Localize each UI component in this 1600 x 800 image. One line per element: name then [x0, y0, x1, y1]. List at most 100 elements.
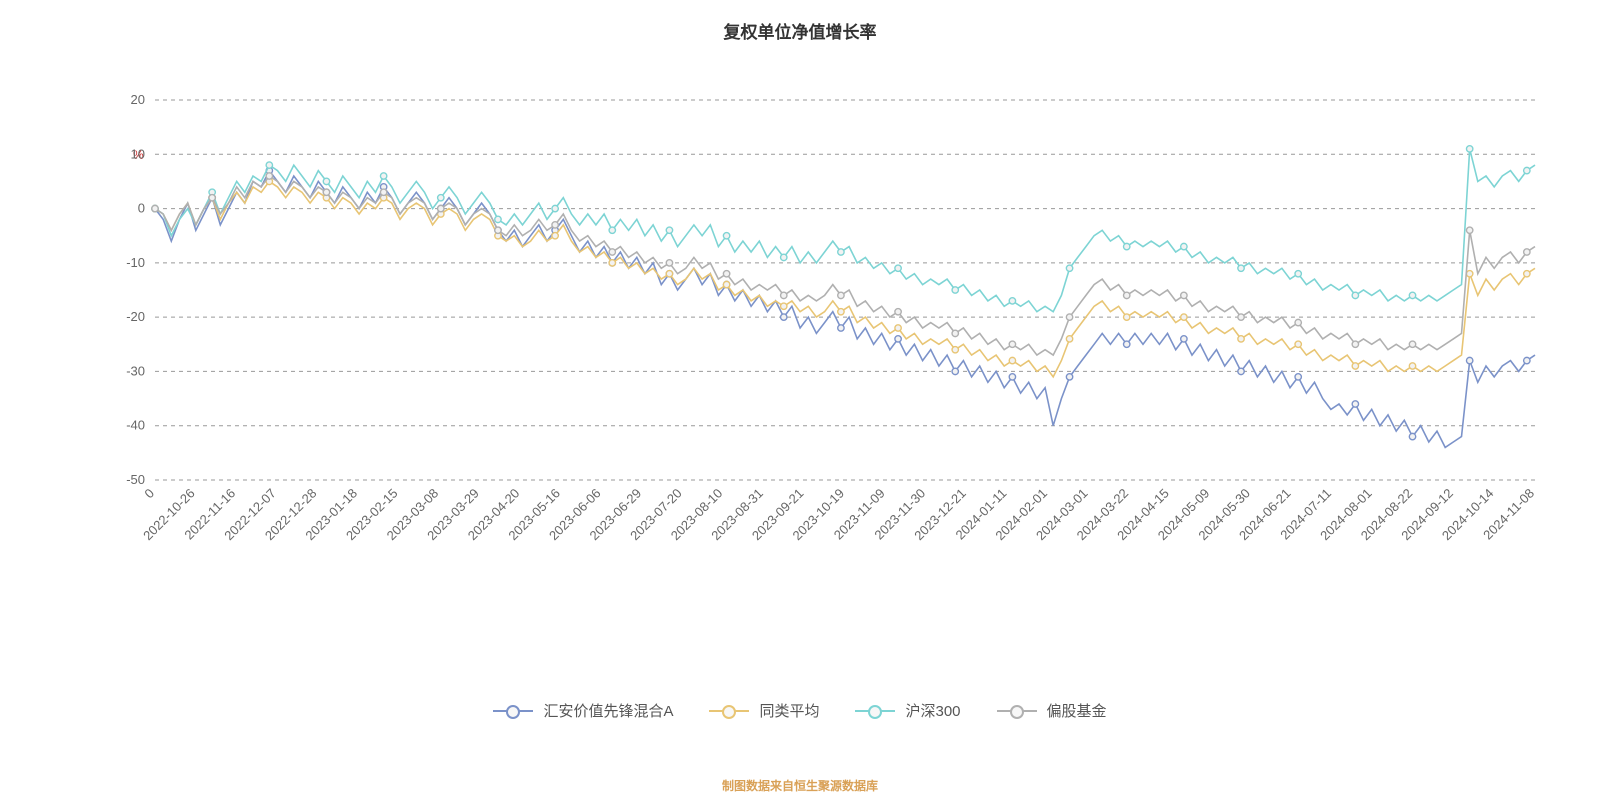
series-marker	[1009, 374, 1015, 380]
series-marker	[781, 292, 787, 298]
series-marker	[552, 233, 558, 239]
legend-label: 沪深300	[905, 700, 960, 721]
series-marker	[838, 325, 844, 331]
series-marker	[1124, 292, 1130, 298]
series-marker	[438, 205, 444, 211]
series-marker	[895, 325, 901, 331]
series-marker	[723, 271, 729, 277]
series-marker	[781, 254, 787, 260]
series-marker	[1181, 336, 1187, 342]
series-marker	[380, 189, 386, 195]
series-marker	[895, 336, 901, 342]
series-marker	[1066, 336, 1072, 342]
legend-swatch	[997, 710, 1037, 712]
series-marker	[1066, 374, 1072, 380]
series-marker	[952, 287, 958, 293]
series-marker	[1066, 314, 1072, 320]
series-marker	[1009, 341, 1015, 347]
series-line	[155, 149, 1535, 312]
legend-swatch	[855, 710, 895, 712]
series-line	[155, 181, 1535, 377]
series-marker	[1524, 249, 1530, 255]
svg-text:10: 10	[131, 146, 145, 161]
svg-text:20: 20	[131, 92, 145, 107]
series-marker	[1352, 292, 1358, 298]
series-marker	[781, 314, 787, 320]
series-marker	[1466, 227, 1472, 233]
series-marker	[609, 260, 615, 266]
series-marker	[1409, 433, 1415, 439]
series-marker	[1466, 357, 1472, 363]
series-marker	[838, 309, 844, 315]
series-marker	[1238, 265, 1244, 271]
series-marker	[438, 195, 444, 201]
series-marker	[1409, 292, 1415, 298]
series-marker	[266, 162, 272, 168]
series-marker	[1295, 374, 1301, 380]
series-marker	[838, 292, 844, 298]
series-marker	[495, 227, 501, 233]
legend-swatch	[709, 710, 749, 712]
chart-footer-credit: 制图数据来自恒生聚源数据库	[0, 777, 1600, 794]
legend-item: 同类平均	[709, 700, 819, 721]
series-marker	[1352, 341, 1358, 347]
series-marker	[323, 178, 329, 184]
svg-text:0: 0	[141, 486, 157, 502]
series-marker	[952, 330, 958, 336]
series-marker	[1466, 146, 1472, 152]
series-marker	[323, 189, 329, 195]
svg-text:-10: -10	[126, 255, 145, 270]
series-marker	[1295, 319, 1301, 325]
series-marker	[1295, 341, 1301, 347]
series-marker	[552, 205, 558, 211]
svg-text:0: 0	[138, 201, 145, 216]
series-marker	[380, 173, 386, 179]
chart-legend: 汇安价值先锋混合A 同类平均 沪深300 偏股基金	[0, 700, 1600, 721]
series-marker	[1409, 341, 1415, 347]
svg-text:-50: -50	[126, 472, 145, 487]
series-marker	[1124, 314, 1130, 320]
chart-plot-area: -50-40-30-20-100102002022-10-262022-11-1…	[0, 0, 1600, 800]
series-marker	[666, 271, 672, 277]
series-marker	[1524, 271, 1530, 277]
series-marker	[1066, 265, 1072, 271]
series-marker	[152, 205, 158, 211]
series-marker	[1524, 357, 1530, 363]
legend-label: 偏股基金	[1047, 700, 1107, 721]
series-marker	[666, 260, 672, 266]
series-marker	[838, 249, 844, 255]
series-marker	[1295, 271, 1301, 277]
series-marker	[209, 195, 215, 201]
series-marker	[1238, 336, 1244, 342]
series-marker	[1009, 357, 1015, 363]
series-marker	[723, 233, 729, 239]
series-marker	[552, 222, 558, 228]
series-marker	[666, 227, 672, 233]
series-marker	[1409, 363, 1415, 369]
series-marker	[1466, 271, 1472, 277]
svg-text:-20: -20	[126, 309, 145, 324]
series-marker	[1352, 401, 1358, 407]
svg-text:-30: -30	[126, 363, 145, 378]
legend-item: 偏股基金	[997, 700, 1107, 721]
legend-item: 沪深300	[855, 700, 960, 721]
series-marker	[1238, 368, 1244, 374]
series-marker	[1524, 167, 1530, 173]
series-marker	[1124, 243, 1130, 249]
series-marker	[609, 249, 615, 255]
series-marker	[952, 368, 958, 374]
series-marker	[1181, 292, 1187, 298]
legend-label: 汇安价值先锋混合A	[543, 700, 673, 721]
legend-swatch	[493, 710, 533, 712]
svg-text:-40: -40	[126, 418, 145, 433]
series-marker	[723, 281, 729, 287]
series-marker	[895, 309, 901, 315]
series-marker	[266, 173, 272, 179]
series-marker	[1352, 363, 1358, 369]
series-marker	[1009, 298, 1015, 304]
series-marker	[1181, 314, 1187, 320]
series-marker	[895, 265, 901, 271]
legend-label: 同类平均	[759, 700, 819, 721]
series-marker	[781, 303, 787, 309]
legend-item: 汇安价值先锋混合A	[493, 700, 673, 721]
